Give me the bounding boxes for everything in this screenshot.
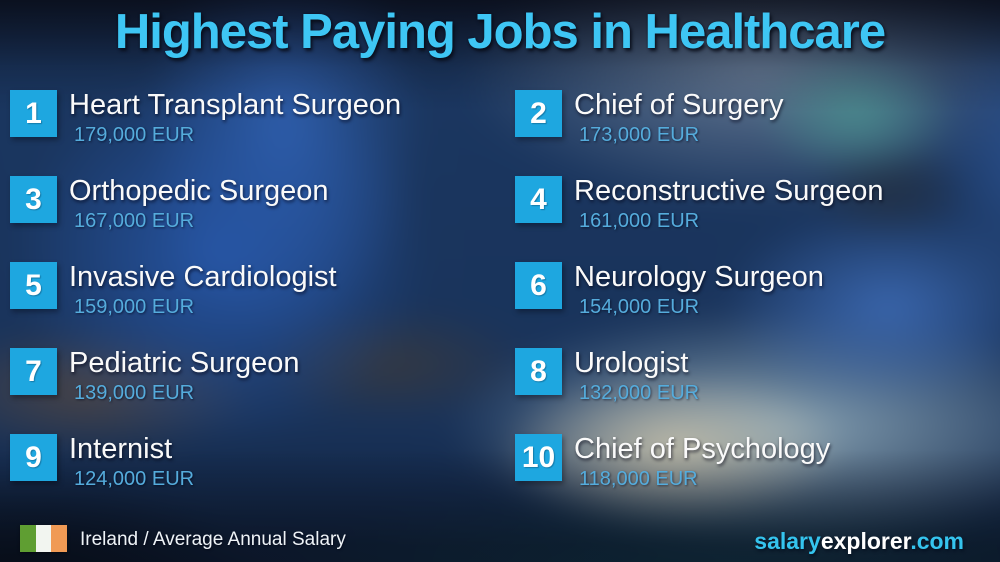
list-item-rank-4: 4 Reconstructive Surgeon 161,000 EUR — [515, 176, 995, 262]
list-item-rank-10: 10 Chief of Psychology 118,000 EUR — [515, 434, 995, 520]
rank-badge: 5 — [10, 262, 57, 309]
job-title: Heart Transplant Surgeon — [69, 89, 402, 121]
salary-value: 139,000 EUR — [74, 382, 195, 404]
footer-caption: Ireland / Average Annual Salary — [80, 529, 346, 550]
job-title: Pediatric Surgeon — [69, 347, 300, 379]
brand-explorer: explorer — [820, 528, 911, 554]
rank-badge: 8 — [515, 348, 562, 395]
brand-dotcom: .com — [910, 528, 964, 554]
rank-badge: 3 — [10, 176, 57, 223]
ranking-list: 1 Heart Transplant Surgeon 179,000 EUR 2… — [10, 90, 995, 520]
list-item-rank-3: 3 Orthopedic Surgeon 167,000 EUR — [10, 176, 515, 262]
job-title: Orthopedic Surgeon — [69, 175, 329, 207]
list-item-rank-2: 2 Chief of Surgery 173,000 EUR — [515, 90, 995, 176]
salary-value: 154,000 EUR — [579, 296, 700, 318]
brand-salary: salary — [754, 528, 821, 554]
job-title: Chief of Surgery — [574, 89, 784, 121]
list-item-rank-5: 5 Invasive Cardiologist 159,000 EUR — [10, 262, 515, 348]
job-title: Internist — [69, 433, 173, 465]
salary-value: 132,000 EUR — [579, 382, 700, 404]
job-title: Urologist — [574, 347, 689, 379]
rank-badge: 7 — [10, 348, 57, 395]
list-item-rank-8: 8 Urologist 132,000 EUR — [515, 348, 995, 434]
salary-value: 118,000 EUR — [579, 468, 698, 490]
list-item-rank-6: 6 Neurology Surgeon 154,000 EUR — [515, 262, 995, 348]
flag-white-stripe — [35, 525, 52, 552]
flag-orange-stripe — [51, 525, 68, 552]
ireland-flag-icon — [20, 525, 68, 552]
salary-value: 124,000 EUR — [74, 468, 195, 490]
rank-badge: 4 — [515, 176, 562, 223]
rank-badge: 9 — [10, 434, 57, 481]
job-title: Chief of Psychology — [574, 433, 831, 465]
salary-value: 159,000 EUR — [74, 296, 195, 318]
rank-badge: 6 — [515, 262, 562, 309]
rank-badge: 10 — [515, 434, 562, 481]
salary-value: 167,000 EUR — [74, 210, 195, 232]
salary-value: 179,000 EUR — [74, 124, 195, 146]
job-title: Reconstructive Surgeon — [574, 175, 884, 207]
list-item-rank-9: 9 Internist 124,000 EUR — [10, 434, 515, 520]
job-title: Invasive Cardiologist — [69, 261, 337, 293]
rank-badge: 1 — [10, 90, 57, 137]
brand-watermark: salaryexplorer.com — [754, 528, 964, 555]
salary-value: 161,000 EUR — [579, 210, 700, 232]
rank-badge: 2 — [515, 90, 562, 137]
salary-value: 173,000 EUR — [579, 124, 700, 146]
flag-green-stripe — [20, 525, 36, 552]
page-title: Highest Paying Jobs in Healthcare — [114, 5, 886, 59]
list-item-rank-1: 1 Heart Transplant Surgeon 179,000 EUR — [10, 90, 515, 176]
job-title: Neurology Surgeon — [574, 261, 824, 293]
list-item-rank-7: 7 Pediatric Surgeon 139,000 EUR — [10, 348, 515, 434]
